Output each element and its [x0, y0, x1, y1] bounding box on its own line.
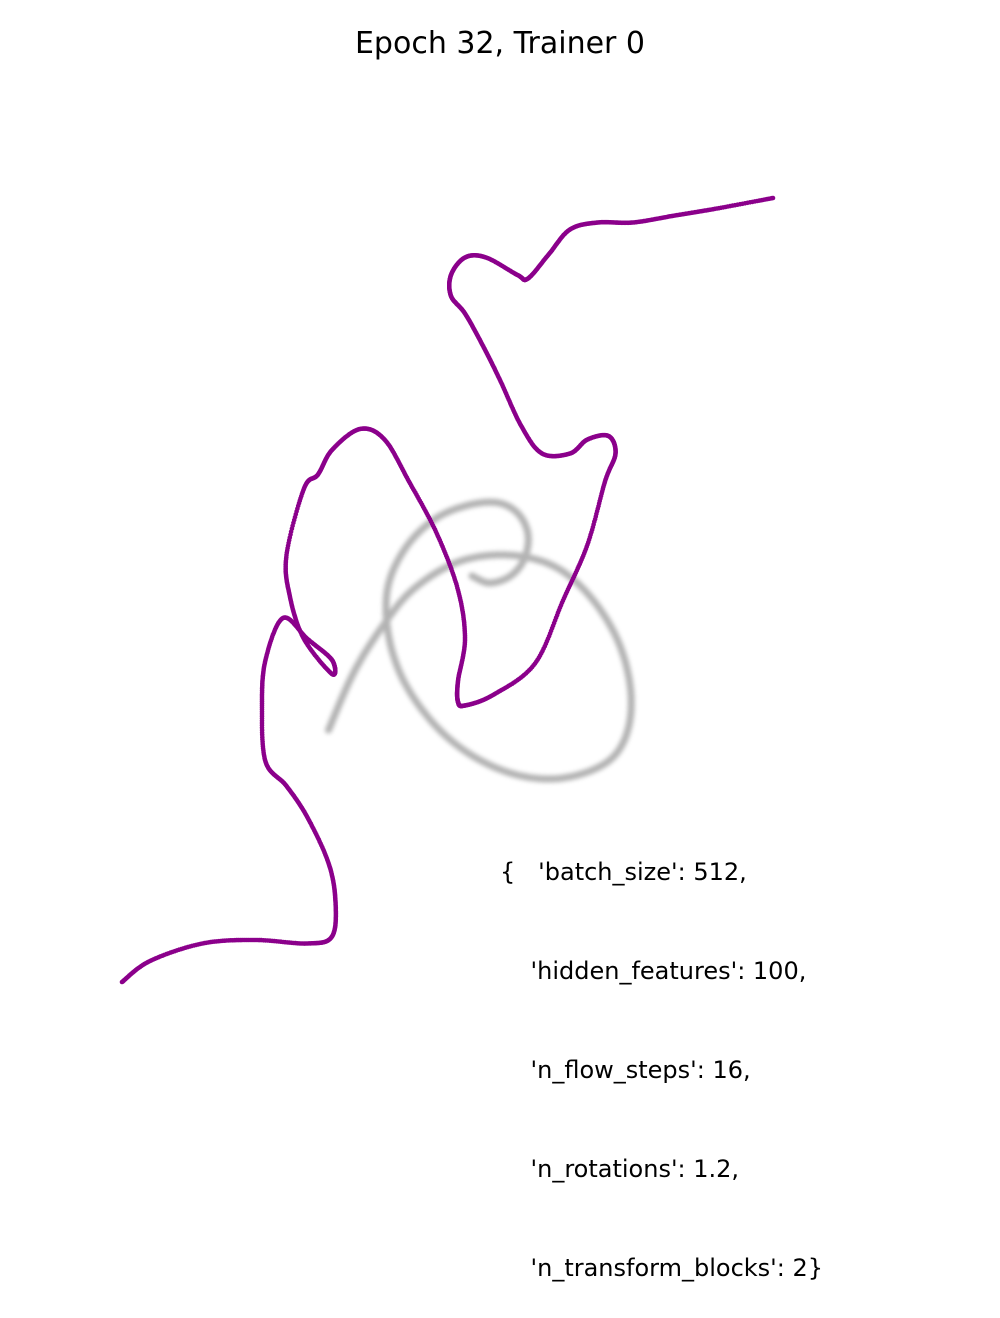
param-line: 'n_flow_steps': 16,	[500, 1056, 751, 1084]
chart-title: Epoch 32, Trainer 0	[354, 26, 646, 61]
plot-area	[119, 195, 776, 985]
target-spiral	[325, 498, 635, 783]
param-line: { 'batch_size': 512,	[500, 858, 747, 886]
param-line: 'n_transform_blocks': 2}	[500, 1254, 824, 1282]
param-line: 'hidden_features': 100,	[500, 957, 807, 985]
sample-points	[119, 195, 776, 985]
target-distribution	[325, 498, 635, 783]
sample-point	[770, 195, 776, 201]
hyperparameter-box: { 'batch_size': 512, 'hidden_features': …	[500, 790, 823, 1318]
param-line: 'n_rotations': 1.2,	[500, 1155, 740, 1183]
